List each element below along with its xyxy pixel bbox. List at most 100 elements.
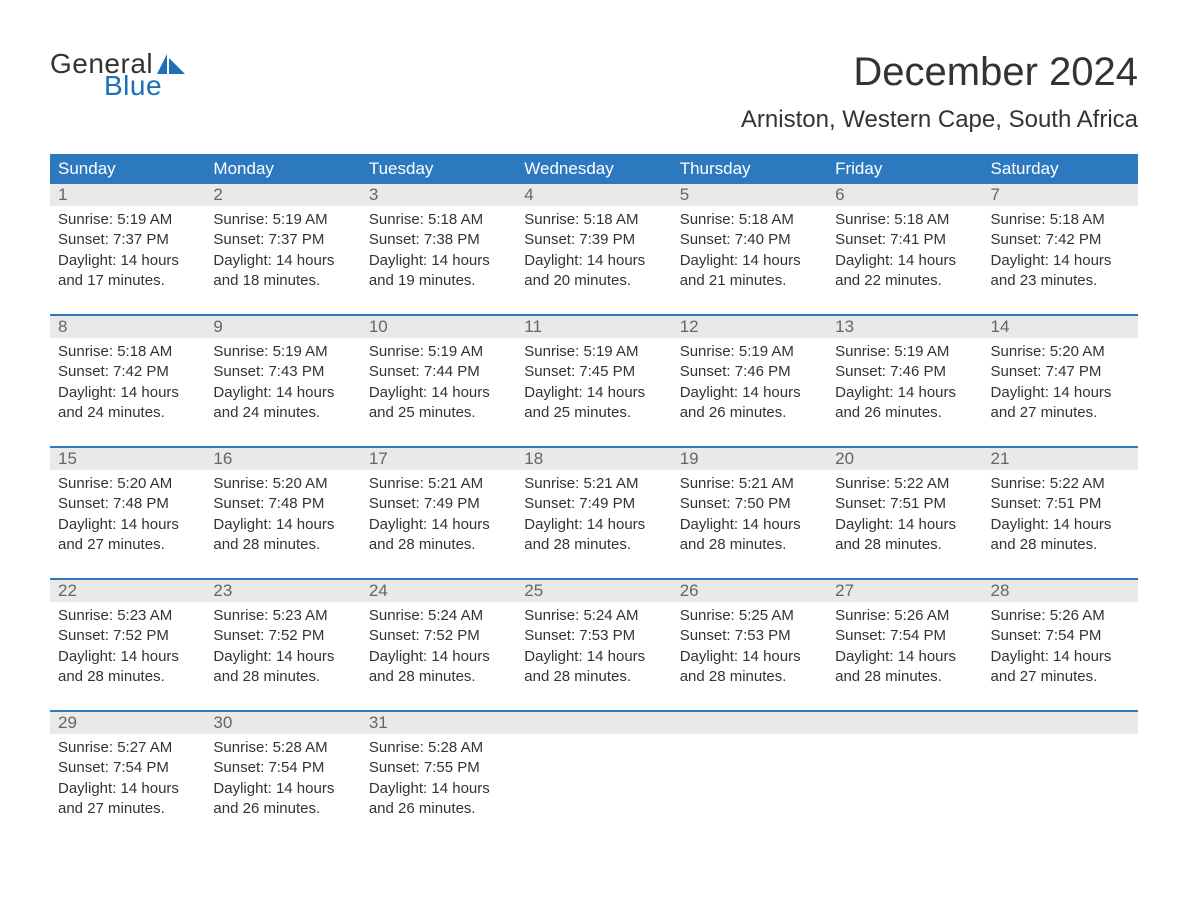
day-number: 17 [361,448,516,470]
day-cell: Sunrise: 5:19 AMSunset: 7:43 PMDaylight:… [205,338,360,428]
day-cell [827,734,982,824]
day-number: 11 [516,316,671,338]
sunrise-text: Sunrise: 5:19 AM [213,342,352,362]
sunset-text: Sunset: 7:53 PM [680,626,819,646]
sunset-text: Sunset: 7:54 PM [58,758,197,778]
day-number: 10 [361,316,516,338]
daylight-text-2: and 24 minutes. [58,403,197,423]
daylight-text-1: Daylight: 14 hours [991,647,1130,667]
daylight-text-2: and 27 minutes. [991,403,1130,423]
daylight-text-2: and 28 minutes. [680,535,819,555]
week-block: 1234567Sunrise: 5:19 AMSunset: 7:37 PMDa… [50,184,1138,314]
day-number: 16 [205,448,360,470]
daylight-text-1: Daylight: 14 hours [835,383,974,403]
daylight-text-2: and 28 minutes. [680,667,819,687]
day-number: 14 [983,316,1138,338]
sunset-text: Sunset: 7:41 PM [835,230,974,250]
day-cell: Sunrise: 5:28 AMSunset: 7:54 PMDaylight:… [205,734,360,824]
sunset-text: Sunset: 7:51 PM [991,494,1130,514]
day-cell [672,734,827,824]
day-number [672,712,827,734]
sunset-text: Sunset: 7:51 PM [835,494,974,514]
day-number: 30 [205,712,360,734]
sunrise-text: Sunrise: 5:18 AM [991,210,1130,230]
daylight-text-2: and 18 minutes. [213,271,352,291]
day-number-row: 891011121314 [50,314,1138,338]
sunset-text: Sunset: 7:45 PM [524,362,663,382]
daylight-text-2: and 26 minutes. [369,799,508,819]
day-cell: Sunrise: 5:19 AMSunset: 7:44 PMDaylight:… [361,338,516,428]
day-header: Tuesday [361,154,516,184]
day-cell: Sunrise: 5:19 AMSunset: 7:46 PMDaylight:… [672,338,827,428]
daylight-text-1: Daylight: 14 hours [369,779,508,799]
sunrise-text: Sunrise: 5:27 AM [58,738,197,758]
sunset-text: Sunset: 7:38 PM [369,230,508,250]
day-cell [983,734,1138,824]
day-number: 28 [983,580,1138,602]
daylight-text-1: Daylight: 14 hours [213,383,352,403]
day-cell: Sunrise: 5:25 AMSunset: 7:53 PMDaylight:… [672,602,827,692]
day-cell: Sunrise: 5:19 AMSunset: 7:45 PMDaylight:… [516,338,671,428]
week-block: 22232425262728Sunrise: 5:23 AMSunset: 7:… [50,578,1138,710]
sunset-text: Sunset: 7:42 PM [991,230,1130,250]
sunrise-text: Sunrise: 5:19 AM [213,210,352,230]
daylight-text-2: and 28 minutes. [213,535,352,555]
day-cell: Sunrise: 5:27 AMSunset: 7:54 PMDaylight:… [50,734,205,824]
day-cell: Sunrise: 5:26 AMSunset: 7:54 PMDaylight:… [827,602,982,692]
day-cell: Sunrise: 5:20 AMSunset: 7:48 PMDaylight:… [205,470,360,560]
sunset-text: Sunset: 7:40 PM [680,230,819,250]
sunset-text: Sunset: 7:42 PM [58,362,197,382]
day-content-row: Sunrise: 5:23 AM Sunset: 7:52 PM Daylight:… [50,602,1138,710]
daylight-text-2: and 26 minutes. [680,403,819,423]
day-header: Wednesday [516,154,671,184]
day-cell: Sunrise: 5:18 AMSunset: 7:42 PMDaylight:… [983,206,1138,296]
day-number: 5 [672,184,827,206]
daylight-text-1: Daylight: 14 hours [369,515,508,535]
sunset-text: Sunset: 7:48 PM [213,494,352,514]
day-cell: Sunrise: 5:19 AMSunset: 7:46 PMDaylight:… [827,338,982,428]
sunset-text: Sunset: 7:52 PM [58,626,197,646]
day-number: 3 [361,184,516,206]
location-subtitle: Arniston, Western Cape, South Africa [50,106,1138,134]
day-cell: Sunrise: 5:18 AMSunset: 7:38 PMDaylight:… [361,206,516,296]
daylight-text-2: and 28 minutes. [835,667,974,687]
day-number: 9 [205,316,360,338]
daylight-text-1: Daylight: 14 hours [369,383,508,403]
daylight-text-1: Daylight: 14 hours [524,383,663,403]
daylight-text-2: and 22 minutes. [835,271,974,291]
day-number [983,712,1138,734]
daylight-text-1: Daylight: 14 hours [680,647,819,667]
day-cell: Sunrise: 5:19 AMSunset: 7:37 PMDaylight:… [50,206,205,296]
day-cell: Sunrise: 5:24 AMSunset: 7:53 PMDaylight:… [516,602,671,692]
week-block: 891011121314 Sunrise: 5:18 AMSunset: 7:42… [50,314,1138,446]
logo: General Blue [50,50,185,100]
daylight-text-2: and 28 minutes. [991,535,1130,555]
sunrise-text: Sunrise: 5:18 AM [524,210,663,230]
sunrise-text: Sunrise: 5:20 AM [58,474,197,494]
sunrise-text: Sunrise: 5:26 AM [991,606,1130,626]
day-number: 29 [50,712,205,734]
daylight-text-1: Daylight: 14 hours [835,647,974,667]
daylight-text-1: Daylight: 14 hours [524,647,663,667]
day-number [827,712,982,734]
sunrise-text: Sunrise: 5:18 AM [58,342,197,362]
daylight-text-1: Daylight: 14 hours [369,251,508,271]
daylight-text-1: Daylight: 14 hours [835,251,974,271]
sunset-text: Sunset: 7:54 PM [991,626,1130,646]
sunrise-text: Sunrise: 5:23 AM [213,606,352,626]
day-cell: Sunrise: 5:21 AMSunset: 7:49 PMDaylight:… [361,470,516,560]
day-cell: Sunrise: 5:19 AMSunset: 7:37 PMDaylight:… [205,206,360,296]
sunset-text: Sunset: 7:52 PM [369,626,508,646]
daylight-text-1: Daylight: 14 hours [835,515,974,535]
sunrise-text: Sunrise: 5:21 AM [680,474,819,494]
sunset-text: Sunset: 7:53 PM [524,626,663,646]
sunset-text: Sunset: 7:49 PM [524,494,663,514]
sunset-text: Sunset: 7:44 PM [369,362,508,382]
day-cell: Sunrise: 5:23 AMSunset: 7:52 PMDaylight:… [205,602,360,692]
week-block: 293031Sunrise: 5:27 AMSunset: 7:54 PMDay… [50,710,1138,842]
daylight-text-1: Daylight: 14 hours [213,251,352,271]
daylight-text-2: and 20 minutes. [524,271,663,291]
sunrise-text: Sunrise: 5:19 AM [524,342,663,362]
sunrise-text: Sunrise: 5:21 AM [369,474,508,494]
day-number-row: 15161718192021 [50,446,1138,470]
